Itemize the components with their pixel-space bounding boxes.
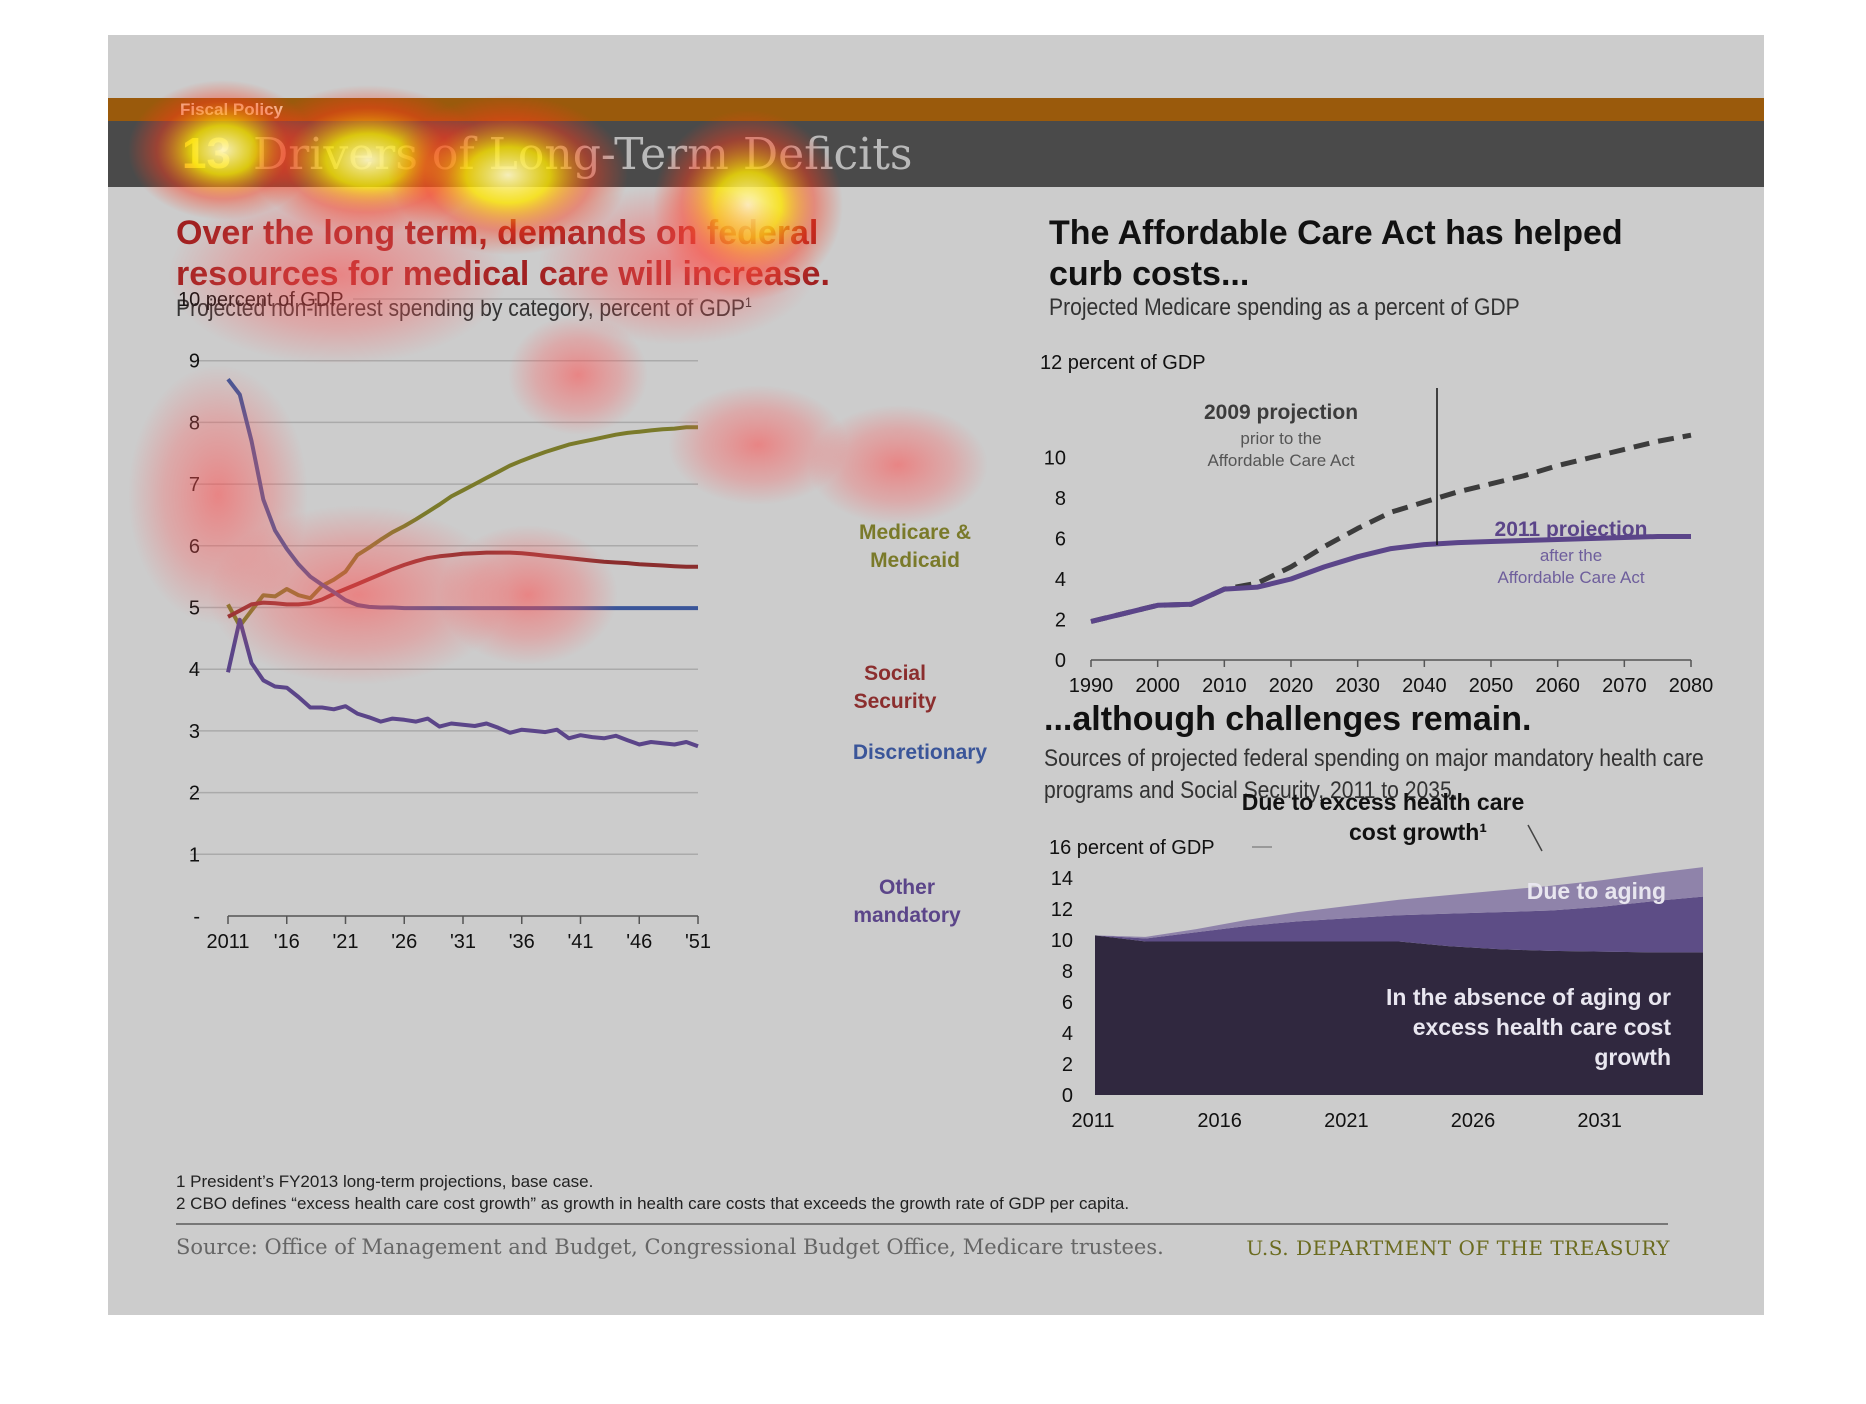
area-due-to-aging [1095, 896, 1703, 953]
y-tick-label: 10 [1051, 930, 1073, 952]
x-tick-label: 2040 [1402, 675, 1447, 697]
x-tick-label: 2030 [1335, 675, 1380, 697]
x-tick-label: 2011 [206, 931, 249, 953]
series-label-other-mandatory: Other [879, 876, 935, 899]
y-tick-label: 14 [1051, 868, 1073, 890]
y-tick-label: 2 [1062, 1054, 1073, 1076]
y-tick-label: 6 [189, 536, 200, 558]
y-tick-label: 2 [189, 783, 200, 805]
x-tick-label: 2026 [1451, 1110, 1496, 1132]
y-tick-label: 10 [1044, 448, 1066, 470]
series-sublabel-2011-projection: Affordable Care Act [1497, 568, 1644, 587]
series-line-discretionary [226, 377, 698, 611]
y-tick-label: 4 [189, 659, 200, 681]
x-tick-label: 2050 [1469, 675, 1514, 697]
area-label-due-to-excess-health-care-cost-growth: Due to excess health care [1242, 789, 1525, 815]
area-label-in-the-absence-of-aging-or-excess-health-care-cost-growth: growth [1594, 1044, 1671, 1070]
series-sublabel-2009-projection: prior to the [1240, 429, 1321, 448]
y-tick-label: 8 [1062, 961, 1073, 983]
y-tick-label: 12 percent of GDP [1040, 352, 1206, 374]
right-bottom-headline: ...although challenges remain. [1044, 700, 1532, 738]
area-in-the-absence-of-aging-or-excess-health-care-cost-growth [1095, 935, 1703, 1095]
y-tick-label: 16 percent of GDP [1049, 837, 1215, 859]
slide: Fiscal Policy 13 Drivers of Long-Term De… [108, 35, 1764, 1315]
source-note: Source: Office of Management and Budget,… [176, 1235, 1164, 1259]
series-sublabel-2011-projection: after the [1540, 546, 1602, 565]
x-tick-label: 2010 [1202, 675, 1247, 697]
series-label-medicare-medicaid: Medicaid [870, 549, 960, 572]
footnote-2: 2 CBO defines “excess health care cost g… [176, 1194, 1130, 1213]
right-top-headline: The Affordable Care Act has helped curb … [1049, 213, 1623, 295]
y-tick-label: - [193, 906, 200, 928]
right-top-headline-line2: curb costs... [1049, 255, 1250, 293]
y-tick-label: 6 [1062, 992, 1073, 1014]
x-tick-label: 2060 [1535, 675, 1580, 697]
series-label-social-security: Security [854, 690, 937, 713]
right-bottom-subtitle: Sources of projected federal spending on… [1044, 745, 1704, 805]
y-tick-label: 8 [189, 412, 200, 434]
y-tick-label: 6 [1055, 529, 1066, 551]
x-tick-label: 2070 [1602, 675, 1647, 697]
y-tick-label: 1 [189, 844, 200, 866]
area-due-to-excess-health-care-cost-growth [1095, 867, 1703, 939]
x-tick-label: '31 [450, 931, 476, 953]
x-tick-label: '41 [567, 931, 593, 953]
right-bottom-subtitle-line1: Sources of projected federal spending on… [1044, 745, 1704, 772]
x-tick-label: 2020 [1269, 675, 1314, 697]
x-tick-label: 2031 [1577, 1110, 1622, 1132]
y-tick-label: 9 [189, 351, 200, 373]
x-tick-label: 2080 [1669, 675, 1714, 697]
x-tick-label: 2021 [1324, 1110, 1369, 1132]
series-line-medicare-medicaid [226, 425, 698, 628]
x-tick-label: 2000 [1135, 675, 1180, 697]
x-tick-label: '46 [626, 931, 652, 953]
right-top-subtitle: Projected Medicare spending as a percent… [1049, 294, 1520, 321]
series-label-2009-projection: 2009 projection [1204, 401, 1358, 424]
footer-rule [176, 1223, 1668, 1225]
series-label-other-mandatory: mandatory [853, 904, 961, 927]
x-tick-label: 1990 [1069, 675, 1114, 697]
area-label-in-the-absence-of-aging-or-excess-health-care-cost-growth: excess health care cost [1413, 1014, 1672, 1040]
y-tick-label: 4 [1055, 569, 1066, 591]
agency-name: U.S. DEPARTMENT OF THE TREASURY [1246, 1236, 1670, 1260]
y-tick-label: 5 [189, 598, 200, 620]
series-sublabel-2009-projection: Affordable Care Act [1207, 451, 1354, 470]
y-tick-label: 3 [189, 721, 200, 743]
right-bottom-subtitle-line2: programs and Social Security, 2011 to 20… [1044, 777, 1458, 804]
x-tick-label: '21 [332, 931, 358, 953]
x-tick-label: '36 [509, 931, 535, 953]
area-label-due-to-excess-health-care-cost-growth: cost growth¹ [1349, 819, 1487, 845]
y-tick-label: 2 [1055, 610, 1066, 632]
x-tick-label: '26 [391, 931, 417, 953]
series-line-2011-projection [1090, 534, 1691, 624]
area-label-due-to-aging: Due to aging [1527, 878, 1666, 904]
series-label-social-security: Social [864, 662, 926, 685]
y-tick-label: 4 [1062, 1023, 1073, 1045]
y-tick-label: 8 [1055, 488, 1066, 510]
area-label-in-the-absence-of-aging-or-excess-health-care-cost-growth: In the absence of aging or [1386, 984, 1671, 1010]
footnote-1: 1 President’s FY2013 long-term projectio… [176, 1172, 594, 1191]
y-tick-label: 10 percent of GDP [178, 289, 344, 311]
right-top-headline-line1: The Affordable Care Act has helped [1049, 214, 1623, 252]
y-tick-label: 0 [1062, 1085, 1073, 1107]
x-tick-label: '16 [274, 931, 300, 953]
series-label-medicare-medicaid: Medicare & [859, 521, 971, 544]
callout-line [1527, 824, 1543, 852]
series-label-discretionary: Discretionary [853, 741, 988, 764]
x-tick-label: 2011 [1071, 1110, 1114, 1132]
y-tick-label: 12 [1051, 899, 1073, 921]
x-tick-label: 2016 [1197, 1110, 1242, 1132]
y-tick-label: 7 [189, 474, 200, 496]
y-tick-label: 0 [1055, 650, 1066, 672]
x-tick-label: '51 [685, 931, 711, 953]
series-line-other-mandatory [226, 617, 699, 749]
series-label-2011-projection: 2011 projection [1495, 518, 1648, 541]
